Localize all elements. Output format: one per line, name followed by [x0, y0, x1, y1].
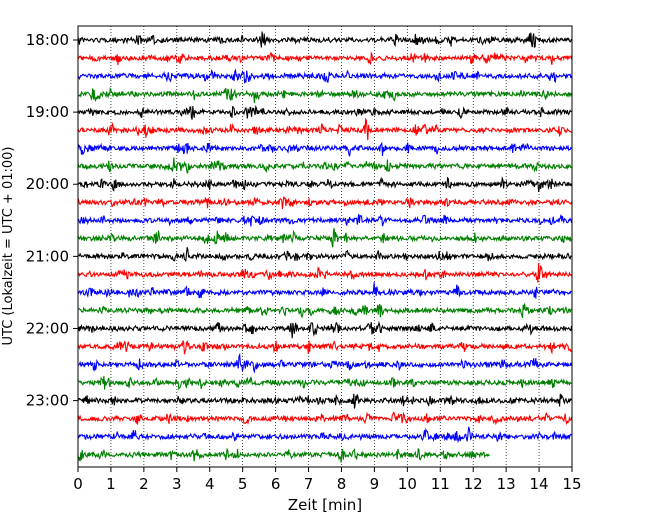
trace-1800	[77, 31, 573, 48]
trace-2300	[77, 393, 572, 409]
trace-2000	[77, 176, 573, 193]
y-tick-label: 23:00	[26, 392, 69, 410]
x-tick-label: 7	[304, 475, 314, 493]
x-tick-label: 12	[464, 475, 483, 493]
x-axis-ticks: 0 1 2 3 4 5 6 7 8 9 10 11 12 13 14 15	[73, 467, 582, 493]
trace-1900	[77, 104, 572, 120]
y-axis-label: UTC (Lokalzeit = UTC + 01:00)	[1, 147, 16, 346]
trace-1845	[78, 86, 573, 104]
trace-1945	[77, 157, 572, 175]
x-axis-label: Zeit [min]	[288, 496, 362, 514]
x-tick-label: 5	[238, 475, 248, 493]
x-tick-label: 10	[398, 475, 417, 493]
trace-2015	[77, 196, 573, 210]
trace-2045	[77, 228, 572, 248]
trace-2215	[77, 339, 572, 355]
trace-2245	[77, 375, 572, 391]
trace-2130	[77, 282, 572, 299]
trace-2345	[77, 447, 490, 463]
trace-2230	[77, 352, 573, 374]
x-tick-label: 11	[431, 475, 450, 493]
trace-group	[77, 31, 573, 463]
x-tick-label: 2	[139, 475, 149, 493]
y-tick-label: 20:00	[26, 175, 69, 193]
x-tick-label: 1	[106, 475, 116, 493]
trace-1930	[77, 141, 572, 157]
x-tick-label: 9	[370, 475, 380, 493]
x-tick-label: 4	[205, 475, 215, 493]
y-tick-label: 19:00	[26, 103, 69, 121]
trace-1915	[77, 117, 572, 141]
trace-2100	[77, 247, 572, 262]
trace-1830	[77, 68, 573, 84]
x-tick-label: 3	[172, 475, 182, 493]
x-tick-label: 6	[271, 475, 281, 493]
x-tick-label: 0	[73, 475, 83, 493]
trace-2030	[77, 214, 573, 227]
y-axis-ticks: 18:00 19:00 20:00 21:00 22:00 23:00	[26, 31, 78, 410]
trace-2315	[77, 411, 573, 426]
x-tick-label: 13	[497, 475, 516, 493]
trace-2330	[77, 426, 572, 444]
trace-2200	[77, 320, 573, 339]
y-tick-label: 18:00	[26, 31, 69, 49]
x-tick-label: 8	[337, 475, 347, 493]
trace-2115	[77, 263, 572, 283]
y-tick-label: 21:00	[26, 247, 69, 265]
x-tick-label: 14	[530, 475, 549, 493]
trace-2145	[77, 303, 572, 319]
y-tick-label: 22:00	[26, 319, 69, 337]
plot-frame	[77, 25, 573, 468]
trace-1815	[77, 51, 573, 66]
x-tick-label: 15	[562, 475, 581, 493]
